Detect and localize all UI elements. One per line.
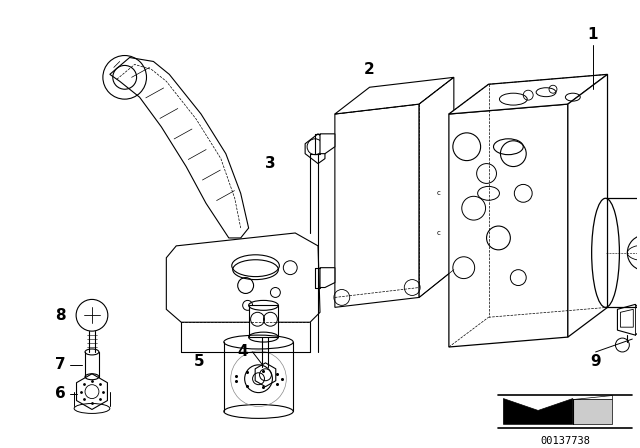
Polygon shape: [568, 74, 607, 337]
Text: 7: 7: [55, 358, 65, 372]
Text: 6: 6: [55, 386, 66, 401]
Polygon shape: [449, 104, 568, 347]
Polygon shape: [248, 306, 278, 337]
Polygon shape: [110, 57, 248, 238]
Polygon shape: [504, 399, 573, 424]
Text: c: c: [437, 230, 441, 236]
Polygon shape: [573, 399, 612, 424]
Text: 4: 4: [237, 345, 248, 359]
Text: c: c: [437, 190, 441, 196]
Text: 9: 9: [590, 354, 601, 369]
Polygon shape: [320, 268, 335, 288]
Polygon shape: [305, 134, 325, 164]
Polygon shape: [335, 78, 454, 114]
Polygon shape: [620, 309, 634, 327]
Polygon shape: [449, 74, 607, 114]
Text: 2: 2: [364, 62, 375, 77]
Polygon shape: [320, 134, 335, 154]
Text: 3: 3: [265, 156, 276, 171]
Text: 00137738: 00137738: [540, 436, 590, 446]
Polygon shape: [166, 233, 320, 322]
Polygon shape: [618, 304, 640, 335]
Polygon shape: [573, 395, 612, 399]
Text: 1: 1: [588, 27, 598, 42]
Polygon shape: [419, 78, 454, 297]
Text: 8: 8: [55, 308, 65, 323]
Text: 5: 5: [194, 354, 204, 369]
Polygon shape: [335, 104, 419, 307]
